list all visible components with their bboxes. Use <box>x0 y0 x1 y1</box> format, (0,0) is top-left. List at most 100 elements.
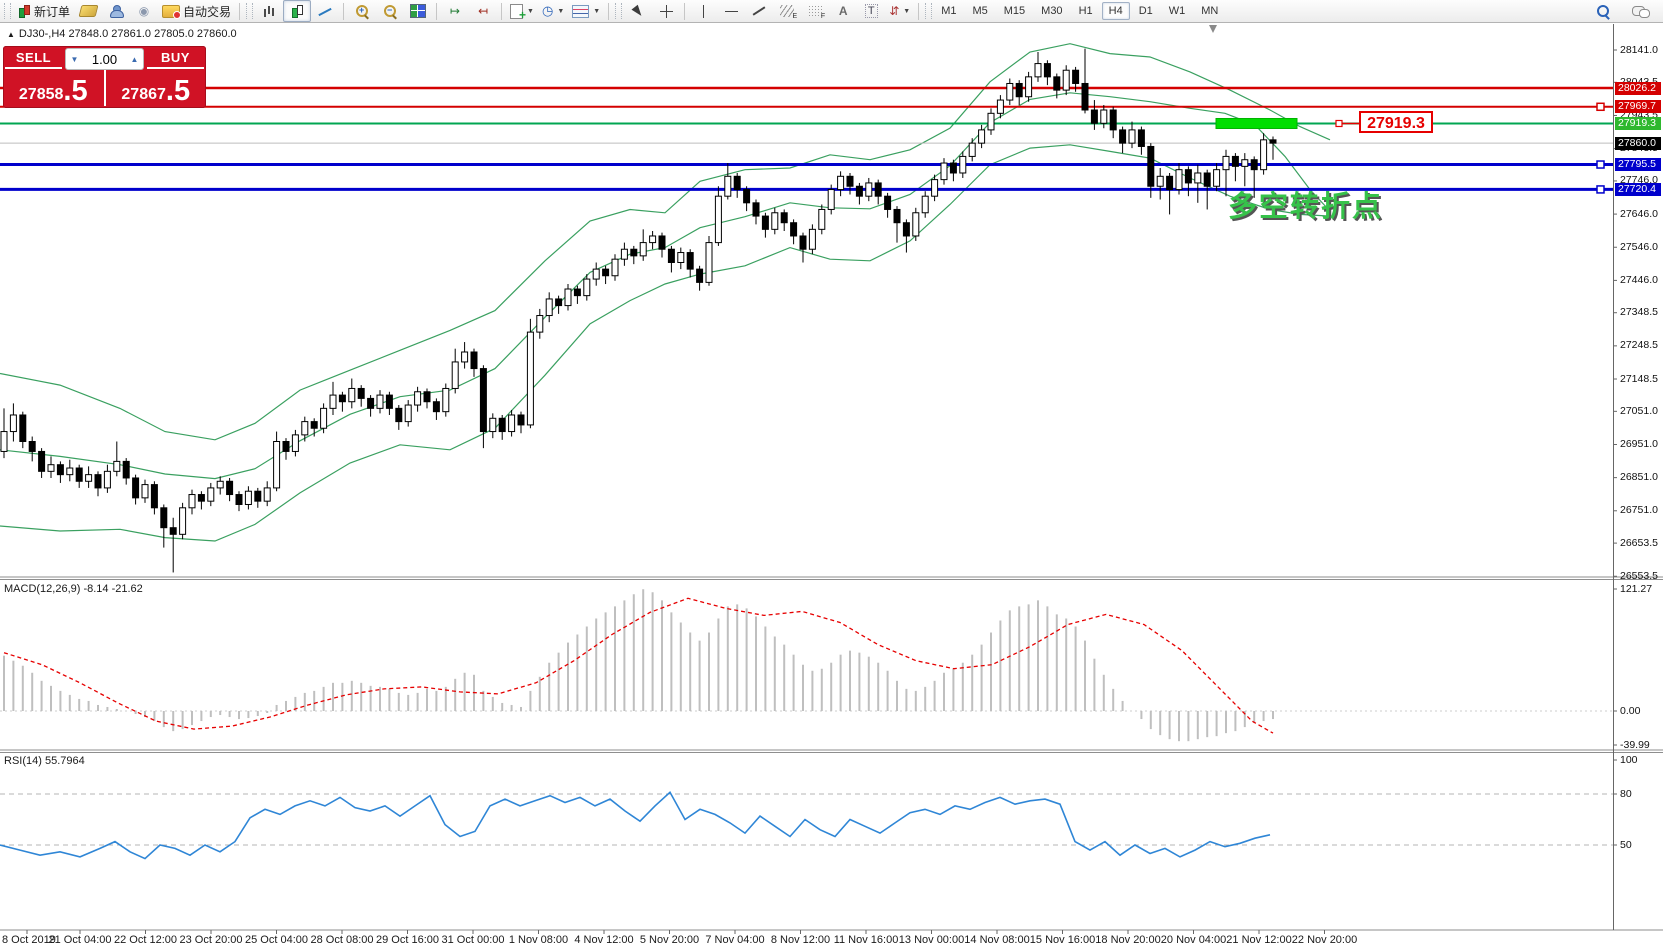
main-toolbar: 新订单 ◉ 自动交易 + − ↦ ↤ ▼ ◷▼ ▼ A T ⇵▼ <box>0 0 1663 23</box>
time-tick-label: 28 Oct 08:00 <box>310 934 374 946</box>
candlestick-icon <box>291 4 304 18</box>
templates-button[interactable]: ▼ <box>568 0 604 22</box>
horizontal-line-icon <box>724 10 738 12</box>
sell-price[interactable]: 27858 .5 <box>3 70 106 106</box>
gold-icon <box>78 5 99 17</box>
time-tick-label: 22 Oct 12:00 <box>114 934 177 946</box>
indicators-button[interactable]: ▼ <box>506 0 538 22</box>
time-tick-label: 13 Nov 00:00 <box>898 934 965 946</box>
search-icon <box>1596 4 1611 19</box>
cn-annotation[interactable]: 多空转折点 <box>1228 191 1384 223</box>
time-tick-label: 18 Nov 20:00 <box>1095 934 1161 946</box>
volume-increase-button[interactable]: ▲ <box>130 54 139 64</box>
fibonacci-tool[interactable] <box>801 0 829 22</box>
auto-scroll-button[interactable]: ↤ <box>469 0 497 22</box>
vertical-line-icon <box>702 4 704 18</box>
volume-value[interactable]: 1.00 <box>91 51 118 67</box>
arrows-icon: ⇵ <box>889 4 900 18</box>
toolbar-grip[interactable] <box>925 3 933 19</box>
time-tick-label: 14 Nov 08:00 <box>964 934 1030 946</box>
rsi-tick-label: 50 <box>1620 838 1632 851</box>
timeframe-mn[interactable]: MN <box>1201 5 1219 17</box>
chat-button[interactable] <box>1627 1 1655 23</box>
timeframe-m1[interactable]: M1 <box>941 5 957 17</box>
volume-stepper: ▼ 1.00 ▲ <box>65 48 144 70</box>
timeframe-group: M1 M5 M15 M30 H1 H4 D1 W1 MN <box>934 2 1225 20</box>
timeframe-w1[interactable]: W1 <box>1168 5 1186 17</box>
time-tick-label: 7 Nov 04:00 <box>705 934 765 946</box>
price-tick-label: 27446.0 <box>1620 273 1658 286</box>
search-button[interactable] <box>1589 1 1617 23</box>
equidistant-channel-tool[interactable] <box>773 0 801 22</box>
text-label-tool[interactable]: T <box>857 0 885 22</box>
bar-chart-button[interactable] <box>255 0 283 22</box>
timeframe-m30[interactable]: M30 <box>1041 5 1063 17</box>
zoom-out-button[interactable]: − <box>376 0 404 22</box>
crosshair-icon <box>659 4 673 18</box>
periods-button[interactable]: ◷ ▼ <box>538 0 568 22</box>
timeframe-d1[interactable]: D1 <box>1138 5 1153 17</box>
auto-scroll-icon: ↤ <box>478 4 489 18</box>
buy-price-main: 27867 <box>121 86 166 103</box>
time-tick-label: 5 Nov 20:00 <box>639 934 700 946</box>
price-tick-label: 26553.5 <box>1620 569 1658 582</box>
tile-windows-icon <box>410 4 427 18</box>
cursor-tool-button[interactable] <box>624 0 652 22</box>
profile-button[interactable] <box>102 0 130 22</box>
candlestick-chart-button[interactable] <box>283 0 312 22</box>
cursor-icon <box>631 4 645 18</box>
timeframe-m5[interactable]: M5 <box>972 5 988 17</box>
volume-decrease-button[interactable]: ▼ <box>70 54 79 64</box>
price-callout[interactable]: 27919.3 <box>1359 111 1433 133</box>
sell-button[interactable]: SELL <box>5 50 62 69</box>
buy-button[interactable]: BUY <box>147 50 204 69</box>
time-tick-label: 21 Nov 12:00 <box>1226 934 1292 946</box>
toolbar-separator <box>608 2 610 20</box>
sell-price-main: 27858 <box>18 86 64 103</box>
price-tick-label: 26951.0 <box>1620 437 1658 450</box>
timeframe-h4[interactable]: H4 <box>1101 2 1130 20</box>
time-tick-label: 29 Oct 16:00 <box>376 934 439 946</box>
price-tag-27919.3: 27919.3 <box>1615 116 1661 130</box>
trendline-tool[interactable] <box>745 0 773 22</box>
time-tick-label: 4 Nov 12:00 <box>574 934 634 946</box>
toolbar-grip[interactable] <box>615 3 623 19</box>
vertical-line-tool[interactable] <box>689 0 717 22</box>
time-tick-label: 31 Oct 00:00 <box>441 934 505 946</box>
price-tag-27795.5: 27795.5 <box>1615 158 1661 172</box>
toolbar-grip[interactable] <box>4 3 11 19</box>
chevron-down-icon: ▼ <box>557 7 565 15</box>
zoom-in-icon: + <box>355 4 369 18</box>
crosshair-tool-button[interactable] <box>652 0 680 22</box>
timeframe-m15[interactable]: M15 <box>1003 5 1026 17</box>
toolbar-separator <box>343 2 345 20</box>
arrows-tool[interactable]: ⇵ ▼ <box>885 0 914 22</box>
time-tick-label: 22 Nov 20:00 <box>1291 934 1358 946</box>
buy-price[interactable]: 27867 .5 <box>106 70 207 106</box>
gold-symbol-button[interactable] <box>74 0 102 22</box>
chart-shift-button[interactable]: ↦ <box>441 0 469 22</box>
quote-prices: 27858 .5 27867 .5 <box>3 70 206 106</box>
time-tick-label: 8 Oct 2019 <box>2 934 56 946</box>
price-tick-label: 27248.5 <box>1620 339 1658 352</box>
text-label-icon: T <box>864 4 878 18</box>
toolbar-grip[interactable] <box>246 3 254 19</box>
price-tick-label: 27646.0 <box>1620 207 1658 220</box>
price-tick-label: 27148.5 <box>1620 372 1658 385</box>
price-tag-28026.2: 28026.2 <box>1615 81 1661 95</box>
timeframe-h1[interactable]: H1 <box>1078 5 1093 17</box>
new-order-button[interactable]: 新订单 <box>13 0 74 22</box>
line-chart-button[interactable] <box>311 0 339 22</box>
text-tool[interactable]: A <box>829 0 857 22</box>
zoom-in-button[interactable]: + <box>348 0 376 22</box>
horizontal-line-tool[interactable] <box>717 0 745 22</box>
tile-windows-button[interactable] <box>404 0 432 22</box>
signals-button[interactable]: ◉ <box>130 0 158 22</box>
macd-tick-label: 121.27 <box>1620 582 1653 595</box>
signal-icon: ◉ <box>138 3 150 18</box>
line-chart-icon <box>318 5 332 18</box>
autotrading-button[interactable]: 自动交易 <box>158 0 235 22</box>
bar-chart-icon <box>263 5 276 18</box>
